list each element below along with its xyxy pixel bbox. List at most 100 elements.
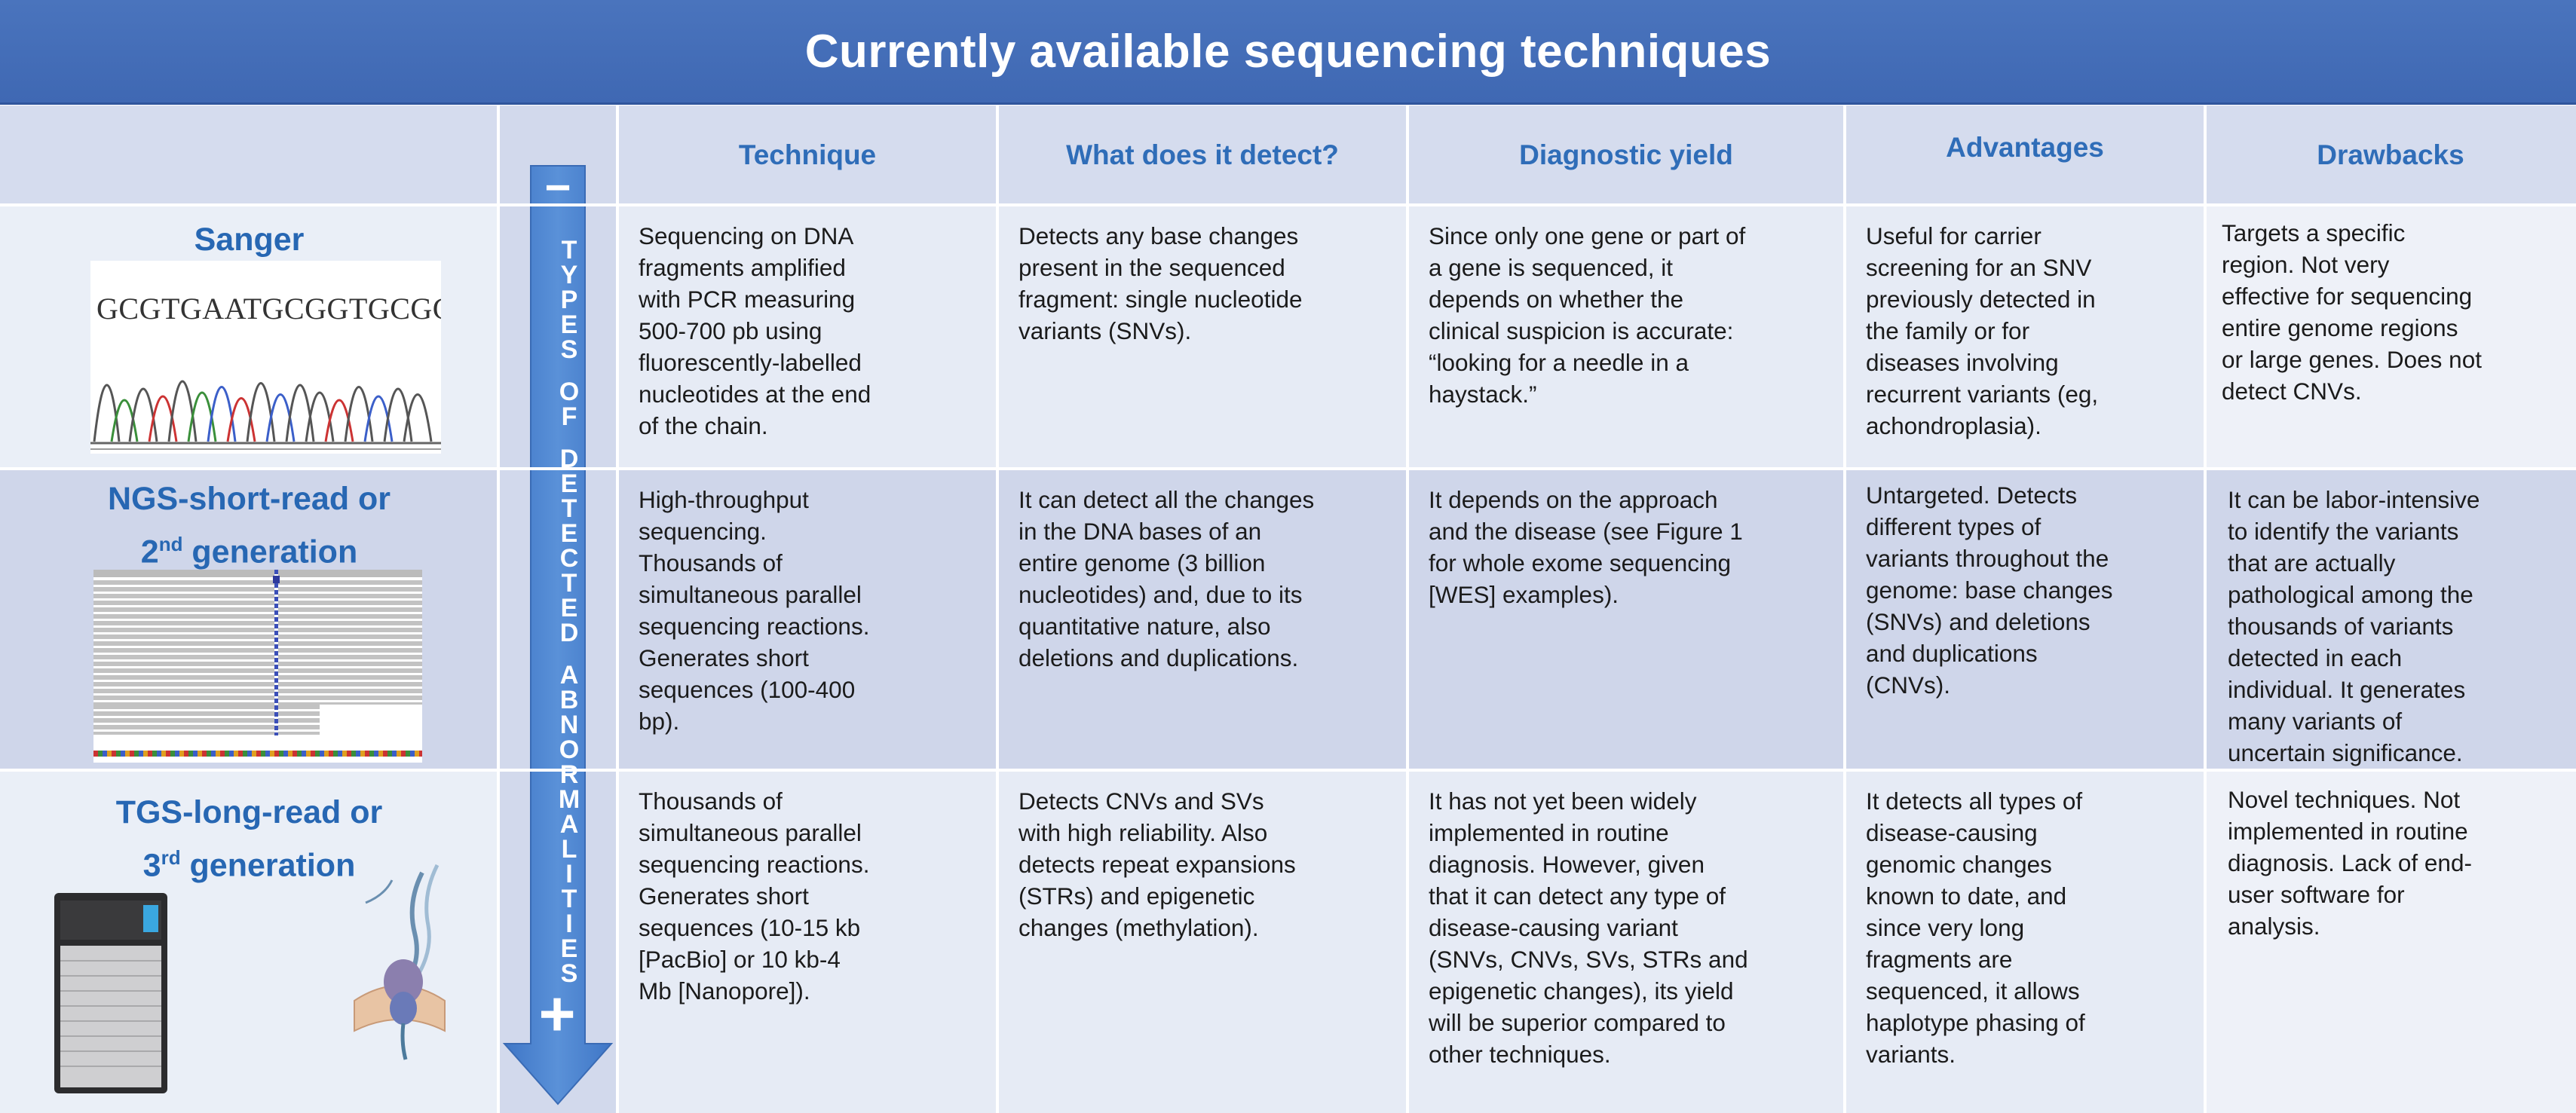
header-diagnostic-yield: Diagnostic yield: [1519, 139, 1733, 170]
text-line: fragments are: [1866, 946, 2013, 973]
arrow-letter: P: [560, 286, 578, 314]
text-line: that it can detect any type of: [1429, 882, 1726, 910]
header-advantages: Advantages: [1946, 132, 2104, 163]
arrow-letter: T: [561, 236, 577, 264]
text-line: (CNVs).: [1866, 671, 1950, 699]
arrow-letter: L: [561, 835, 577, 864]
text-line: fragments amplified: [639, 254, 846, 281]
divider-below-sanger: [0, 467, 2576, 470]
text-line: sequences (10-15 kb: [639, 914, 861, 941]
text-line: [PacBio] or 10 kb-4: [639, 946, 841, 973]
text-line: entire genome regions: [2222, 314, 2458, 341]
text-line: effective for sequencing: [2222, 283, 2473, 310]
text-line: known to date, and: [1866, 882, 2067, 910]
divider-below-ngs: [0, 769, 2576, 772]
arrow-letter: B: [559, 686, 579, 714]
text-line: It has not yet been widely: [1429, 787, 1697, 815]
sanger-detects: Detects any base changes present in the s…: [997, 205, 1407, 347]
text-line: Thousands of: [639, 549, 783, 576]
text-line: sequencing reactions.: [639, 851, 870, 878]
ngs-technique: High-throughput sequencing. Thousands of si…: [617, 469, 997, 737]
text-line: It detects all types of: [1866, 787, 2083, 815]
text-line: that are actually: [2228, 549, 2396, 576]
divider-after-arrow: [616, 105, 619, 1113]
text-line: entire genome (3 billion: [1018, 549, 1266, 576]
text-line: disease-causing: [1866, 819, 2038, 846]
text-line: diagnosis. However, given: [1429, 851, 1705, 878]
text-line: screening for an SNV: [1866, 254, 2092, 281]
arrow-letter: T: [561, 494, 577, 523]
text-line: or large genes. Does not: [2222, 346, 2482, 373]
text-line: It depends on the approach: [1429, 486, 1718, 513]
text-line: quantitative nature, also: [1018, 613, 1271, 640]
header-technique: Technique: [738, 139, 877, 170]
text-line: nucleotides at the end: [639, 381, 871, 408]
arrow-letter: M: [558, 785, 580, 814]
drawbacks-tgs-bg: [2205, 770, 2576, 1113]
plus-sign: +: [538, 978, 576, 1049]
text-line: Targets a specific: [2222, 219, 2406, 246]
ngs-drawbacks: It can be labor-intensive to identify the…: [2205, 469, 2576, 769]
tgs-advantages: It detects all types of disease-causing ge…: [1845, 770, 2205, 1070]
ngs-ordinal-suffix: nd: [158, 533, 183, 555]
text-line: sequencing reactions.: [639, 613, 870, 640]
arrow-letter: D: [559, 619, 579, 647]
arrow-letter: I: [565, 860, 573, 888]
arrow-letter: O: [559, 378, 580, 406]
text-line: Detects any base changes: [1018, 222, 1299, 249]
text-line: Novel techniques. Not: [2228, 786, 2461, 813]
text-line: It can detect all the changes: [1018, 486, 1315, 513]
text-line: deletions and duplications.: [1018, 644, 1299, 671]
text-line: It can be labor-intensive: [2228, 486, 2480, 513]
text-line: diseases involving: [1866, 349, 2059, 376]
text-line: “looking for a needle in a: [1429, 349, 1689, 376]
sanger-diagnostic-yield: Since only one gene or part of a gene is …: [1407, 205, 1845, 410]
text-line: depends on whether the: [1429, 286, 1684, 313]
ngs-ordinal-number: 2: [140, 534, 159, 570]
divider-after-yield: [1843, 105, 1846, 1113]
arrow-letter: I: [565, 910, 573, 938]
text-line: and the disease (see Figure 1: [1429, 518, 1743, 545]
arrow-letter: [554, 645, 584, 662]
text-line: achondroplasia).: [1866, 412, 2042, 439]
text-line: Mb [Nanopore]).: [639, 977, 810, 1004]
text-line: the family or for: [1866, 317, 2030, 344]
page-title: Currently available sequencing technique…: [804, 25, 1772, 78]
sanger-advantages: Useful for carrier screening for an SNV pr…: [1845, 205, 2205, 442]
text-line: of the chain.: [639, 412, 768, 439]
text-line: user software for: [2228, 881, 2405, 908]
header-drawbacks: Drawbacks: [2317, 139, 2464, 170]
arrow-letter: E: [560, 469, 578, 498]
text-line: will be superior compared to: [1429, 1009, 1726, 1036]
row-label-ngs-line2: 2nd generation: [0, 521, 498, 574]
tgs-diagnostic-yield: It has not yet been widely implemented in…: [1407, 770, 1845, 1070]
text-line: Untargeted. Detects: [1866, 482, 2078, 509]
pacbio-sequencer-image: [50, 891, 172, 1095]
text-line: detected in each: [2228, 644, 2403, 671]
row-ngs-background: [0, 469, 2576, 770]
title-banner: Currently available sequencing technique…: [0, 0, 2576, 105]
arrow-letter: R: [559, 760, 579, 789]
header-row-background: [0, 105, 2576, 205]
arrow-letter: F: [561, 402, 577, 431]
text-line: changes (methylation).: [1018, 914, 1259, 941]
ngs-detects: It can detect all the changes in the DNA …: [997, 469, 1407, 674]
nanopore-dna-icon: [354, 864, 446, 1060]
tgs-ordinal-number: 3: [142, 847, 161, 884]
text-line: to identify the variants: [2228, 518, 2459, 545]
row-label-tgs-line1: TGS-long-read or: [115, 794, 383, 830]
nanopore-illustration-image: [332, 858, 467, 1061]
sanger-drawbacks: Targets a specific region. Not very effect…: [2205, 202, 2576, 407]
arrow-letter: Y: [560, 261, 578, 289]
text-line: Thousands of: [639, 787, 783, 815]
text-line: genome: base changes: [1866, 576, 2113, 604]
divider-after-detect: [1406, 105, 1409, 1113]
ngs-generation-word: generation: [182, 534, 358, 570]
header-what-detects: What does it detect?: [1066, 139, 1339, 170]
text-line: sequencing.: [639, 518, 767, 545]
text-line: for whole exome sequencing: [1429, 549, 1731, 576]
arrow-letter: E: [560, 934, 578, 963]
row-label-ngs-line1: NGS-short-read or: [107, 481, 391, 517]
text-line: different types of: [1866, 513, 2042, 540]
text-line: since very long: [1866, 914, 2025, 941]
